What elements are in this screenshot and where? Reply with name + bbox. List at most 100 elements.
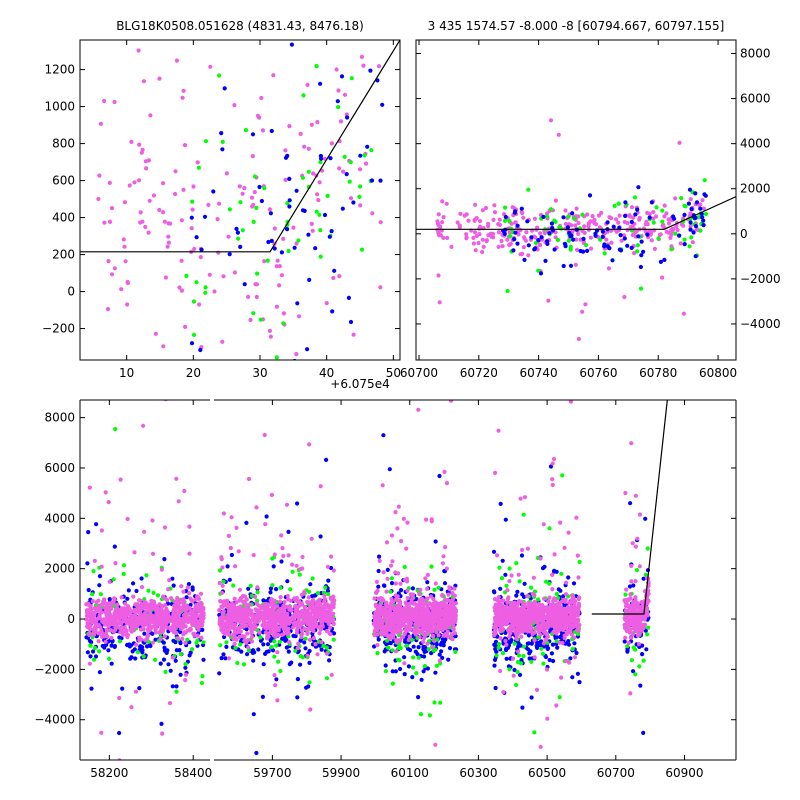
full-point-pink — [315, 652, 320, 657]
full-point-blue — [503, 572, 508, 577]
recent-point-blue — [545, 241, 550, 246]
zoom-point-blue — [269, 238, 274, 243]
full-point-pink — [399, 621, 405, 626]
full-point-green — [307, 589, 312, 594]
full-point-pink — [91, 612, 96, 617]
full-point-blue — [159, 721, 164, 727]
full-point-pink — [148, 610, 153, 615]
full-point-pink — [273, 621, 278, 627]
recent-point-green — [533, 240, 539, 245]
full-point-pink — [331, 568, 336, 573]
full-point-blue — [549, 651, 555, 656]
full-point-blue — [572, 641, 577, 646]
full-point-pink — [393, 581, 398, 586]
zoom-point-pink — [107, 219, 113, 224]
zoom-point-pink — [168, 221, 173, 226]
full-point-pink — [253, 594, 258, 600]
full-point-pink — [248, 622, 253, 627]
full-point-blue — [274, 677, 279, 682]
full-point-pink — [265, 631, 270, 636]
zoom-point-pink — [123, 259, 128, 264]
full-point-pink — [305, 599, 310, 605]
zoom-point-blue — [322, 212, 328, 218]
zoom-point-pink — [190, 207, 195, 212]
zoom-point-pink — [206, 202, 211, 207]
full-point-pink — [322, 597, 328, 602]
full-point-pink — [118, 477, 123, 482]
recent-point-pink — [505, 237, 510, 242]
full-point-pink — [166, 587, 171, 592]
zoom-point-blue — [189, 341, 195, 346]
recent-point-pink — [546, 298, 551, 303]
full-point-green — [141, 654, 146, 659]
zoom-point-blue — [211, 189, 216, 194]
full-point-pink — [152, 603, 157, 608]
full-point-blue — [117, 730, 122, 736]
full-point-pink — [257, 630, 262, 635]
full-point-pink — [99, 564, 104, 569]
zoom-point-pink — [125, 280, 130, 286]
full-point-pink — [329, 554, 334, 559]
recent-point-pink — [480, 237, 485, 242]
zoom-point-pink — [248, 317, 253, 323]
full-point-pink — [377, 613, 382, 618]
full-point-pink — [113, 607, 118, 613]
zoom-point-pink — [127, 183, 132, 188]
zoom-point-green — [236, 236, 241, 241]
full-point-pink — [441, 554, 446, 559]
full-point-pink — [572, 655, 578, 660]
zoom-xtick-label: 40 — [319, 366, 334, 380]
full-point-pink — [108, 628, 113, 633]
zoom-point-blue — [346, 295, 351, 300]
full-point-pink — [150, 518, 155, 523]
recent-point-blue — [513, 209, 518, 214]
full-point-blue — [534, 643, 539, 648]
recent-point-pink — [574, 206, 579, 211]
full-point-pink — [183, 619, 188, 624]
full-point-pink — [305, 653, 310, 658]
full-point-green — [557, 695, 562, 700]
full-point-blue — [168, 668, 173, 673]
full-point-green — [324, 645, 329, 650]
full-point-pink — [430, 634, 435, 639]
full-point-pink — [158, 637, 163, 642]
full-point-green — [390, 681, 395, 686]
zoom-point-green — [274, 355, 279, 360]
full-point-blue — [217, 671, 222, 676]
full-point-pink — [281, 626, 286, 631]
full-point-blue — [86, 587, 91, 593]
full-point-green — [559, 571, 564, 576]
full-point-pink — [306, 595, 311, 600]
full-point-pink — [123, 601, 128, 606]
full-point-pink — [262, 602, 267, 607]
full-point-green — [434, 663, 439, 668]
full-point-pink — [422, 598, 427, 603]
recent-point-green — [508, 234, 513, 239]
recent-point-pink — [455, 220, 460, 225]
full-point-pink — [246, 645, 251, 650]
zoom-point-blue — [194, 235, 199, 240]
full-point-green — [414, 671, 419, 676]
zoom-point-pink — [329, 141, 334, 146]
full-point-pink — [427, 601, 432, 606]
recent-point-blue — [549, 221, 555, 226]
recent-point-blue — [522, 257, 527, 262]
full-point-blue — [166, 662, 171, 667]
full-point-pink — [121, 632, 126, 637]
full-point-blue — [88, 654, 93, 659]
full-point-pink — [445, 633, 450, 638]
recent-point-green — [566, 238, 571, 243]
zoom-point-pink — [291, 225, 296, 230]
recent-point-blue — [693, 215, 698, 220]
zoom-point-pink — [271, 73, 276, 78]
full-point-green — [386, 645, 391, 650]
zoom-point-pink — [309, 122, 314, 127]
zoom-point-blue — [300, 208, 306, 213]
full-point-blue — [411, 644, 416, 649]
full-point-pink — [86, 601, 91, 606]
zoom-point-blue — [365, 144, 370, 149]
full-point-blue — [443, 637, 448, 642]
zoom-point-pink — [224, 171, 229, 176]
full-point-green — [201, 640, 206, 645]
recent-point-blue — [633, 212, 638, 217]
